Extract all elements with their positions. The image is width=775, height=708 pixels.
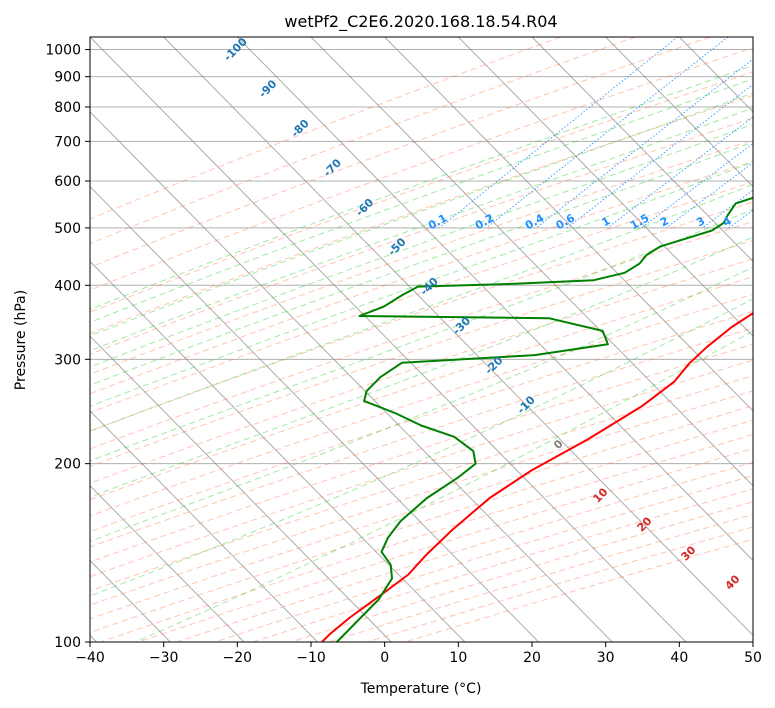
x-tick-label: 20 [523,650,541,666]
mixing-ratio-line [535,58,753,229]
dry-adiabat-line [90,390,753,606]
isotherm-line [457,37,753,337]
isotherm-line [90,37,687,642]
dry-adiabat-line [90,37,636,245]
y-tick-label: 100 [54,635,81,651]
dry-adiabat-line [90,37,711,268]
moist-adiabat-line [90,161,753,407]
x-tick-label: 50 [744,650,762,666]
dewpoint-line [335,196,753,642]
dry-adiabat-line [90,117,753,355]
x-tick-label: −30 [149,650,179,666]
dry-adiabat-line [90,47,753,291]
y-tick-label: 800 [54,100,81,116]
dry-adiabat-line [90,139,753,375]
chart-title: wetPf2_C2E6.2020.168.18.54.R04 [284,12,557,32]
plot-frame [89,36,754,643]
moist-adiabat-line [90,64,753,310]
isotherm-line [90,335,392,642]
y-tick-label: 900 [54,70,81,86]
isotherm-line [310,37,753,487]
dry-adiabat-line [90,239,753,467]
isotherm-line [384,37,753,412]
y-tick-label: 1000 [45,43,81,59]
moist-adiabat-line [90,298,753,597]
isotherm-line [90,410,318,642]
y-axis-label: Pressure (hPa) [13,290,29,390]
moist-adiabat-line [90,107,753,352]
x-axis-label: Temperature (°C) [360,681,482,697]
dry-adiabat-line [90,181,753,414]
dry-adiabat-line [90,71,753,313]
isotherm-line [236,37,753,562]
isotherm-line [90,111,613,642]
isotherm-line [605,37,753,188]
x-tick-label: 40 [670,650,688,666]
isotherm-line [752,37,753,38]
x-tick-label: −40 [75,650,105,666]
x-axis: −40 −30 −20 −10 0 10 20 30 40 50 [75,642,762,666]
y-axis: 1000 900 800 700 600 500 400 300 200 100 [45,43,90,651]
dry-adiabat-line [90,375,753,592]
x-tick-label: −20 [223,650,253,666]
y-tick-label: 500 [54,221,81,237]
dry-adiabat-line [90,160,753,395]
mixing-ratio-line [768,37,775,228]
mixing-ratio-line [566,83,753,229]
moist-adiabat-line [90,123,753,368]
moist-adiabat-line [90,208,753,462]
moist-adiabat-line [90,78,753,323]
dry-adiabat-line [90,37,561,220]
x-tick-label: 10 [449,650,467,666]
isotherm-line [90,485,245,642]
moist-adiabat-line [90,266,753,542]
y-tick-label: 300 [54,352,81,368]
mixing-ratio-line [641,142,753,229]
dry-adiabat-line [90,293,753,517]
dry-adiabat-line [90,201,753,432]
moist-adiabat-line [90,236,753,498]
y-tick-label: 600 [54,174,81,190]
x-tick-label: 0 [380,650,389,666]
temperature-line [321,311,753,642]
data-series [321,196,753,642]
dry-adiabat-line [90,343,753,563]
dry-adiabat-line [90,327,753,548]
plot-background [90,37,753,642]
x-tick-label: −10 [296,650,326,666]
y-tick-label: 700 [54,134,81,150]
dry-adiabat-line [90,258,753,484]
x-tick-label: 30 [597,650,615,666]
y-tick-label: 400 [54,278,81,294]
isotherm-line [531,37,753,263]
moist-adiabat-line [90,183,753,432]
isotherm-line [163,37,753,637]
y-tick-label: 200 [54,457,81,473]
isotherm-line [90,260,466,642]
mixing-ratio-line [485,37,729,229]
